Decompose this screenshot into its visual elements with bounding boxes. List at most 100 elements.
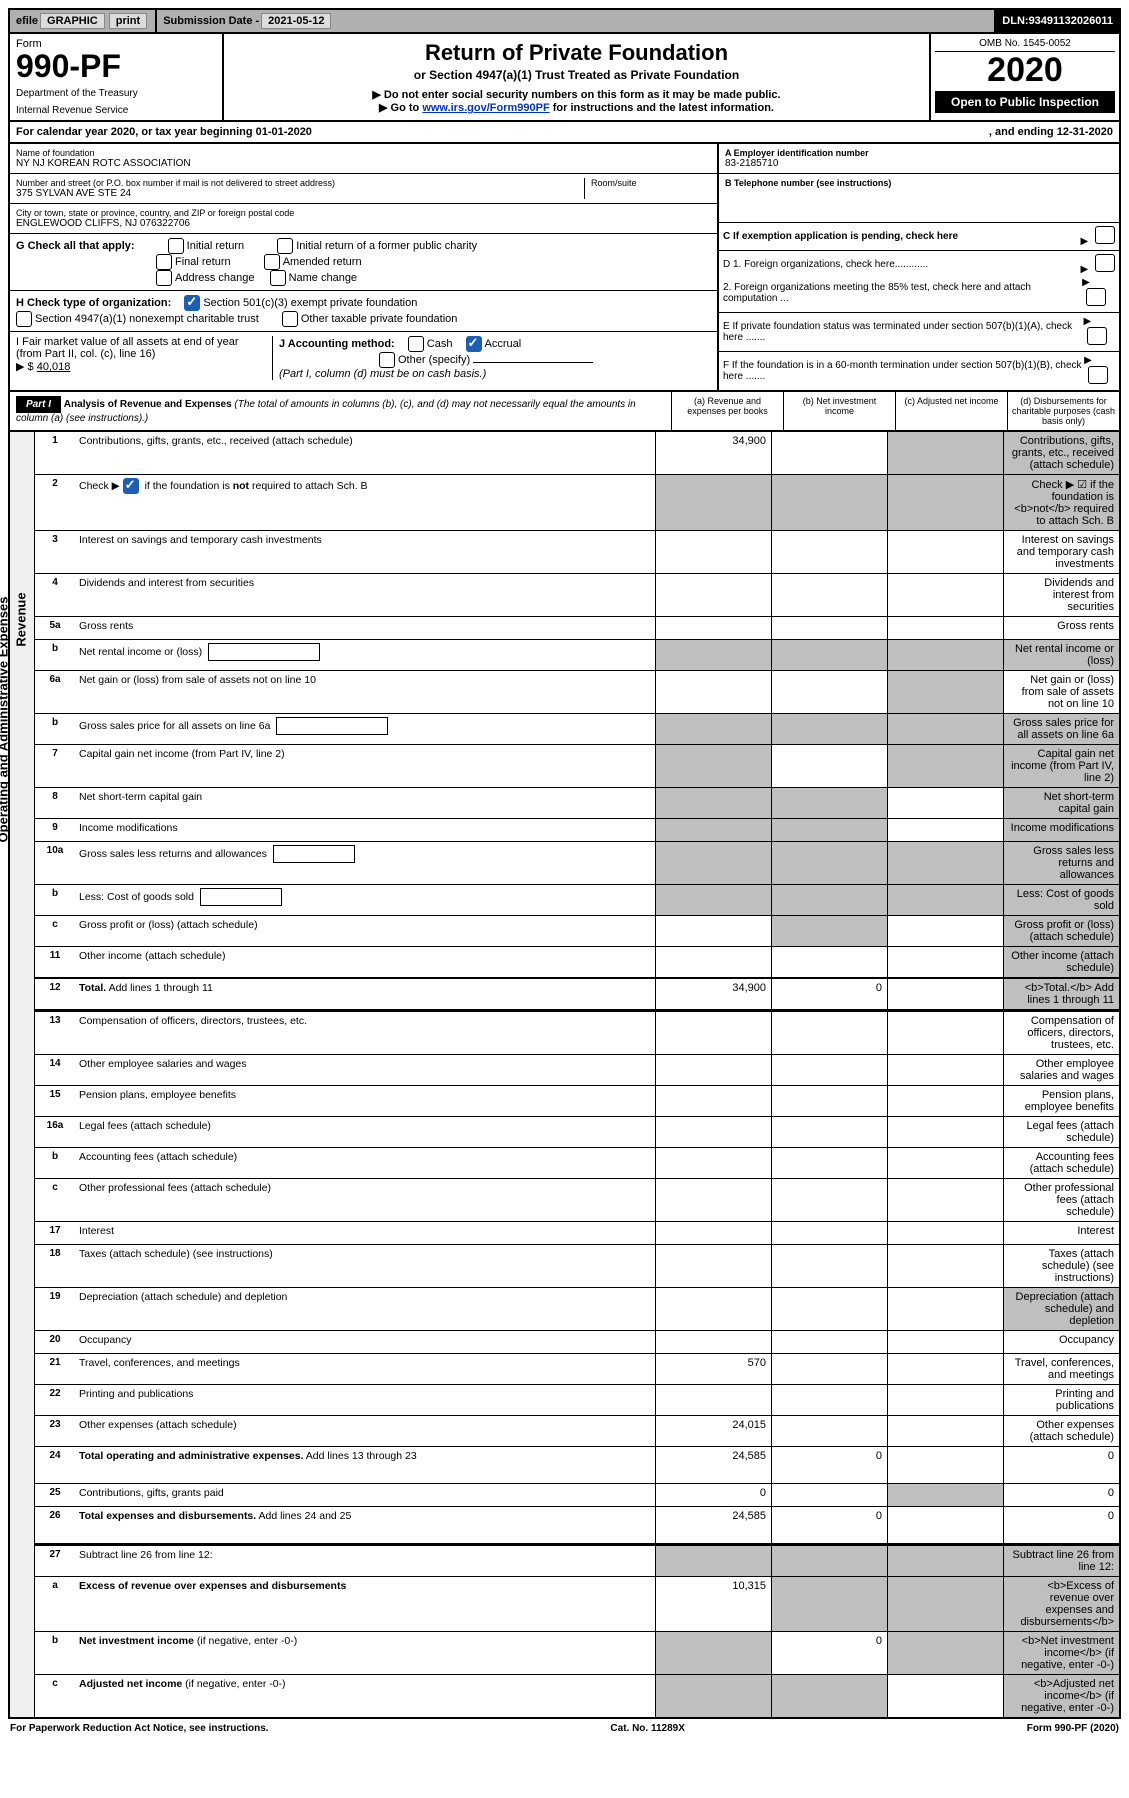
h-4947-checkbox[interactable] bbox=[16, 311, 32, 327]
val-cell-b bbox=[771, 574, 887, 616]
val-cell-a bbox=[655, 1055, 771, 1085]
val-cell-d: Accounting fees (attach schedule) bbox=[1003, 1148, 1119, 1178]
f-checkbox[interactable] bbox=[1088, 366, 1108, 384]
h-501c3-checkbox[interactable] bbox=[184, 295, 200, 311]
val-cell-c bbox=[887, 979, 1003, 1009]
g-address-change-checkbox[interactable] bbox=[156, 270, 172, 286]
val-cell-a bbox=[655, 617, 771, 639]
year-begin: 01-01-2020 bbox=[256, 126, 312, 138]
section-ij: I Fair market value of all assets at end… bbox=[10, 331, 717, 384]
val-cell-a: 24,585 bbox=[655, 1447, 771, 1483]
line-desc: Travel, conferences, and meetings bbox=[75, 1354, 655, 1384]
val-cell-d: <b>Adjusted net income</b> (if negative,… bbox=[1003, 1675, 1119, 1717]
val-cell-c bbox=[887, 788, 1003, 818]
e-checkbox[interactable] bbox=[1087, 327, 1107, 345]
line-num: c bbox=[35, 1179, 75, 1221]
g-amended-return-checkbox[interactable] bbox=[264, 254, 280, 270]
val-cell-c bbox=[887, 1179, 1003, 1221]
col-b-head: (b) Net investment income bbox=[783, 392, 895, 430]
line-desc: Other employee salaries and wages bbox=[75, 1055, 655, 1085]
val-cell-a bbox=[655, 947, 771, 977]
g-name-change-checkbox[interactable] bbox=[270, 270, 286, 286]
line-row: 6aNet gain or (loss) from sale of assets… bbox=[35, 670, 1119, 713]
line-row: 23Other expenses (attach schedule)24,015… bbox=[35, 1415, 1119, 1446]
line-desc: Total expenses and disbursements. Add li… bbox=[75, 1507, 655, 1543]
val-cell-b bbox=[771, 1675, 887, 1717]
section-g: G Check all that apply: Initial return I… bbox=[10, 233, 717, 290]
line-num: c bbox=[35, 916, 75, 946]
line-desc: Check ▶ if the foundation is not require… bbox=[75, 475, 655, 530]
ein-label: A Employer identification number bbox=[725, 148, 869, 158]
val-cell-c bbox=[887, 1288, 1003, 1330]
print-button[interactable]: print bbox=[109, 13, 147, 29]
val-cell-a bbox=[655, 574, 771, 616]
line-desc: Contributions, gifts, grants, etc., rece… bbox=[75, 432, 655, 474]
val-cell-d: Printing and publications bbox=[1003, 1385, 1119, 1415]
val-cell-a bbox=[655, 671, 771, 713]
val-cell-b bbox=[771, 819, 887, 841]
val-cell-c bbox=[887, 475, 1003, 530]
col-a-head: (a) Revenue and expenses per books bbox=[671, 392, 783, 430]
j-other-checkbox[interactable] bbox=[379, 352, 395, 368]
line-num: 19 bbox=[35, 1288, 75, 1330]
line-num: 12 bbox=[35, 979, 75, 1009]
irs-link[interactable]: www.irs.gov/Form990PF bbox=[422, 102, 549, 114]
val-cell-b bbox=[771, 1484, 887, 1506]
line-row: 14Other employee salaries and wagesOther… bbox=[35, 1054, 1119, 1085]
val-cell-c bbox=[887, 1632, 1003, 1674]
val-cell-b bbox=[771, 475, 887, 530]
val-cell-d: Subtract line 26 from line 12: bbox=[1003, 1546, 1119, 1576]
val-cell-b bbox=[771, 1331, 887, 1353]
h-other-taxable-checkbox[interactable] bbox=[282, 311, 298, 327]
val-cell-c bbox=[887, 531, 1003, 573]
line-row: 16aLegal fees (attach schedule)Legal fee… bbox=[35, 1116, 1119, 1147]
line-desc: Gross rents bbox=[75, 617, 655, 639]
val-cell-a bbox=[655, 1331, 771, 1353]
submission-date: 2021-05-12 bbox=[261, 13, 331, 29]
schb-checkbox[interactable] bbox=[123, 478, 139, 494]
val-cell-a bbox=[655, 788, 771, 818]
c-label: C If exemption application is pending, c… bbox=[723, 231, 958, 242]
line-num: 11 bbox=[35, 947, 75, 977]
line-desc: Total. Add lines 1 through 11 bbox=[75, 979, 655, 1009]
g-initial-return-checkbox[interactable] bbox=[168, 238, 184, 254]
val-cell-b bbox=[771, 1354, 887, 1384]
line-num: b bbox=[35, 640, 75, 670]
line-row: bLess: Cost of goods soldLess: Cost of g… bbox=[35, 884, 1119, 915]
d2-checkbox[interactable] bbox=[1086, 288, 1106, 306]
page-footer: For Paperwork Reduction Act Notice, see … bbox=[8, 1719, 1121, 1738]
val-cell-c bbox=[887, 885, 1003, 915]
g-final-return-checkbox[interactable] bbox=[156, 254, 172, 270]
revenue-side-label: Revenue bbox=[14, 592, 29, 646]
val-cell-d: Gross sales less returns and allowances bbox=[1003, 842, 1119, 884]
val-cell-b: 0 bbox=[771, 1507, 887, 1543]
line-desc: Legal fees (attach schedule) bbox=[75, 1117, 655, 1147]
val-cell-a bbox=[655, 1222, 771, 1244]
j-cash-checkbox[interactable] bbox=[408, 336, 424, 352]
val-cell-d: Income modifications bbox=[1003, 819, 1119, 841]
line-num: 20 bbox=[35, 1331, 75, 1353]
line-row: 1Contributions, gifts, grants, etc., rec… bbox=[35, 432, 1119, 474]
line-desc: Total operating and administrative expen… bbox=[75, 1447, 655, 1483]
val-cell-b bbox=[771, 1148, 887, 1178]
line-desc: Net short-term capital gain bbox=[75, 788, 655, 818]
d1-checkbox[interactable] bbox=[1095, 254, 1115, 272]
val-cell-c bbox=[887, 640, 1003, 670]
line-desc: Depreciation (attach schedule) and deple… bbox=[75, 1288, 655, 1330]
line-num: c bbox=[35, 1675, 75, 1717]
line-desc: Adjusted net income (if negative, enter … bbox=[75, 1675, 655, 1717]
line-row: 21Travel, conferences, and meetings570Tr… bbox=[35, 1353, 1119, 1384]
name-label: Name of foundation bbox=[16, 148, 711, 158]
city-value: ENGLEWOOD CLIFFS, NJ 076322706 bbox=[16, 218, 711, 229]
line-row: cGross profit or (loss) (attach schedule… bbox=[35, 915, 1119, 946]
graphic-button[interactable]: GRAPHIC bbox=[40, 13, 105, 29]
c-checkbox[interactable] bbox=[1095, 226, 1115, 244]
g-initial-public-checkbox[interactable] bbox=[277, 238, 293, 254]
open-public-badge: Open to Public Inspection bbox=[935, 91, 1115, 113]
val-cell-a bbox=[655, 1179, 771, 1221]
line-num: 18 bbox=[35, 1245, 75, 1287]
val-cell-c bbox=[887, 745, 1003, 787]
line-row: bNet rental income or (loss)Net rental i… bbox=[35, 639, 1119, 670]
footer-right: Form 990-PF (2020) bbox=[1027, 1723, 1119, 1734]
j-accrual-checkbox[interactable] bbox=[466, 336, 482, 352]
